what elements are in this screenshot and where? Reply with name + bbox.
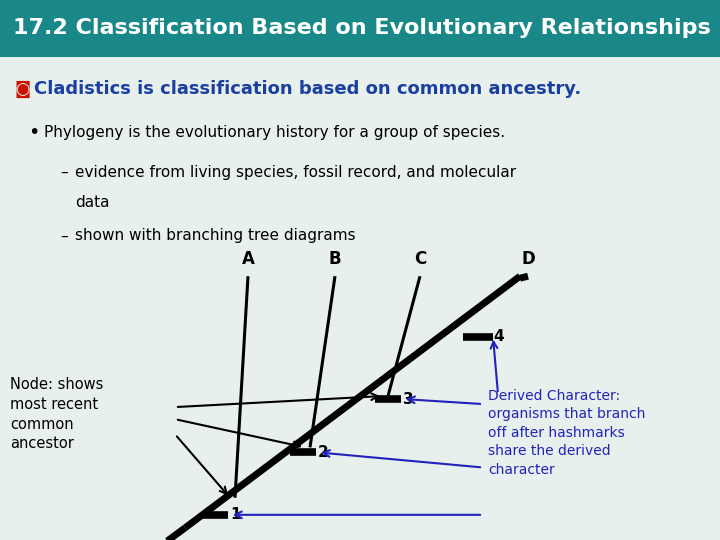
Text: B: B (329, 250, 341, 268)
Text: shown with branching tree diagrams: shown with branching tree diagrams (75, 228, 356, 244)
Text: 2: 2 (318, 445, 329, 460)
Text: –: – (60, 165, 68, 180)
Text: data: data (75, 195, 109, 210)
Text: Derived Character:
organisms that branch
off after hashmarks
share the derived
c: Derived Character: organisms that branch… (488, 389, 645, 477)
Text: –: – (60, 228, 68, 244)
Text: 4: 4 (493, 329, 503, 344)
Text: •: • (28, 123, 40, 141)
Text: 3: 3 (403, 392, 413, 407)
Text: Cladistics is classification based on common ancestry.: Cladistics is classification based on co… (34, 80, 581, 98)
Text: Node: shows
most recent
common
ancestor: Node: shows most recent common ancestor (10, 377, 104, 451)
Text: C: C (414, 250, 426, 268)
Text: ◙: ◙ (14, 80, 30, 98)
Text: 17.2 Classification Based on Evolutionary Relationships: 17.2 Classification Based on Evolutionar… (13, 18, 711, 38)
Text: evidence from living species, fossil record, and molecular: evidence from living species, fossil rec… (75, 165, 516, 180)
Text: D: D (521, 250, 535, 268)
Text: A: A (242, 250, 254, 268)
Text: 1: 1 (230, 507, 240, 522)
Text: Phylogeny is the evolutionary history for a group of species.: Phylogeny is the evolutionary history fo… (44, 125, 505, 140)
